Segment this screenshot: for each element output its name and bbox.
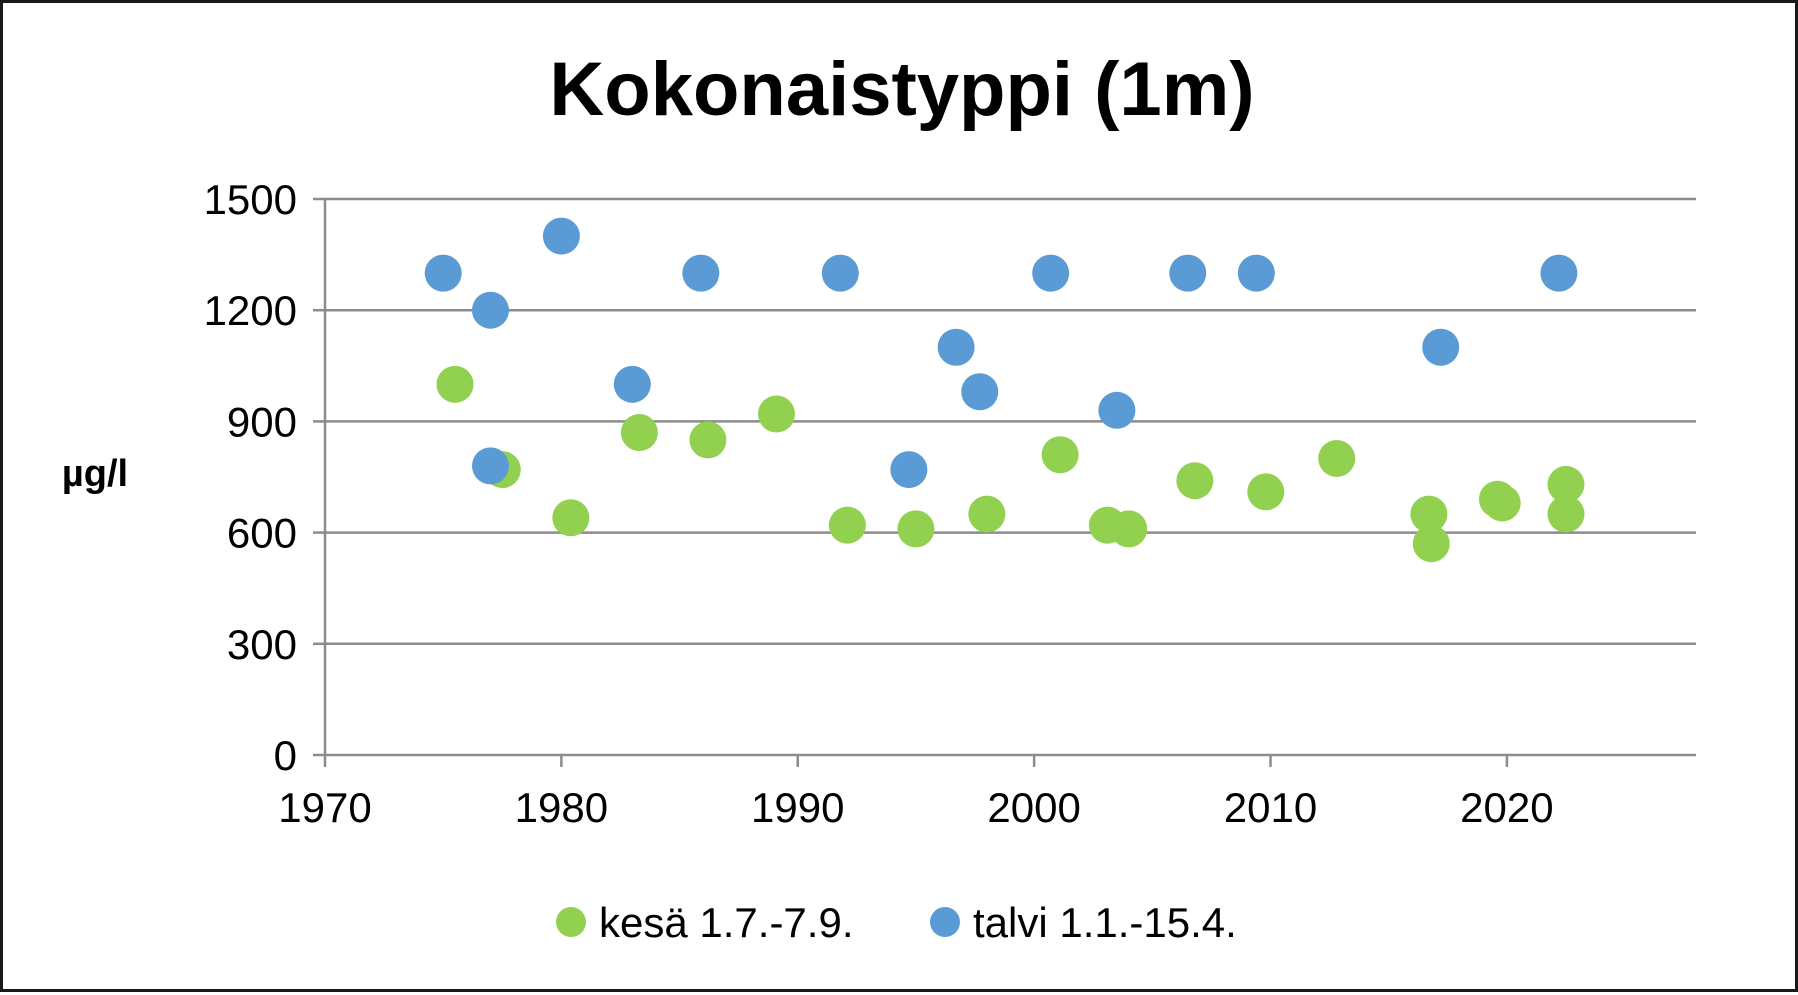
- tick-labels: 0 300 600 900 1200 1500 1970 1980 1990 2000 2010 20…: [204, 176, 1554, 831]
- axes: [313, 197, 1696, 767]
- legend-marker-1: [930, 907, 960, 937]
- data-point-s0-14: [1318, 439, 1356, 477]
- data-point-s1-15: [1540, 254, 1578, 292]
- x-tick-label-2020: 2020: [1460, 784, 1553, 831]
- data-point-s1-13: [1237, 254, 1275, 292]
- chart-title: Kokonaistyppi (1m): [549, 47, 1254, 132]
- data-point-s1-4: [471, 447, 509, 485]
- x-tick-label-1980: 1980: [515, 784, 608, 831]
- data-point-s1-11: [1098, 391, 1136, 429]
- data-point-s1-1: [471, 291, 509, 329]
- y-tick-label-1200: 1200: [204, 287, 297, 334]
- legend: kesä 1.7.-7.9. talvi 1.1.-15.4.: [556, 899, 1237, 946]
- data-point-s1-7: [890, 451, 928, 489]
- y-tick-label-300: 300: [227, 621, 297, 668]
- legend-label-1: talvi 1.1.-15.4.: [973, 899, 1237, 946]
- data-point-s1-5: [682, 254, 720, 292]
- y-axis-label: µg/l: [62, 453, 128, 495]
- data-point-s1-2: [542, 217, 580, 255]
- series-0: [436, 365, 1585, 563]
- x-tick-label-1990: 1990: [751, 784, 844, 831]
- data-point-s0-5: [757, 395, 795, 433]
- data-point-s0-6: [828, 506, 866, 544]
- data-point-s0-0: [436, 365, 474, 403]
- y-tick-label-600: 600: [227, 510, 297, 557]
- data-point-s0-16: [1412, 525, 1450, 563]
- legend-marker-0: [556, 907, 586, 937]
- data-point-s1-12: [1169, 254, 1207, 292]
- data-point-s0-20: [1547, 495, 1585, 533]
- data-point-s1-9: [961, 373, 999, 411]
- chart-svg: Kokonaistyppi (1m) µg/l 0 300 600 900 1200 15…: [62, 47, 1696, 946]
- data-point-s0-13: [1247, 473, 1285, 511]
- gridlines: [325, 197, 1696, 646]
- data-point-s0-7: [897, 510, 935, 548]
- x-tick-label-1970: 1970: [278, 784, 371, 831]
- legend-label-0: kesä 1.7.-7.9.: [599, 899, 853, 946]
- data-point-s0-2: [552, 499, 590, 537]
- y-tick-label-0: 0: [274, 732, 297, 779]
- data-point-s1-6: [821, 254, 859, 292]
- data-point-s0-18: [1483, 484, 1521, 522]
- x-tick-label-2010: 2010: [1224, 784, 1317, 831]
- x-tick-label-2000: 2000: [987, 784, 1080, 831]
- series-1: [424, 217, 1578, 489]
- data-point-s0-9: [1041, 436, 1079, 474]
- data-point-s1-10: [1032, 254, 1070, 292]
- data-point-s0-11: [1110, 510, 1148, 548]
- data-point-s0-8: [968, 495, 1006, 533]
- data-point-s1-3: [613, 365, 651, 403]
- data-point-s1-0: [424, 254, 462, 292]
- data-point-s0-15: [1410, 495, 1448, 533]
- data-point-s1-14: [1422, 328, 1460, 366]
- y-tick-label-1500: 1500: [204, 176, 297, 223]
- data-point-s0-3: [620, 414, 658, 452]
- data-point-s0-19: [1547, 465, 1585, 503]
- data-point-s1-8: [937, 328, 975, 366]
- data-point-s0-12: [1176, 462, 1214, 500]
- data-points: [424, 217, 1585, 563]
- data-point-s0-4: [689, 421, 727, 459]
- y-tick-label-900: 900: [227, 398, 297, 445]
